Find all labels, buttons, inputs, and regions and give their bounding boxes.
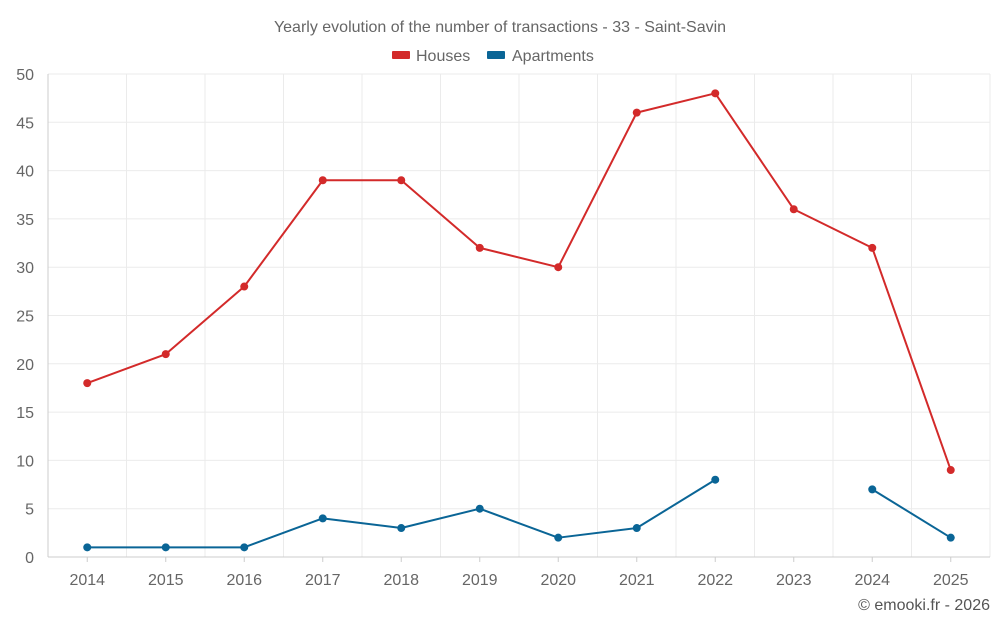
data-point-apartments-2019[interactable] [475, 504, 484, 513]
data-point-houses-2025[interactable] [946, 466, 955, 475]
data-point-houses-2014[interactable] [83, 379, 92, 388]
x-tick-label: 2015 [148, 572, 184, 589]
data-point-apartments-2024[interactable] [868, 485, 877, 494]
data-point-apartments-2017[interactable] [318, 514, 327, 523]
data-point-houses-2016[interactable] [240, 282, 249, 291]
y-tick-label: 10 [16, 453, 34, 470]
x-tick-label: 2022 [697, 572, 733, 589]
series-apartments [83, 475, 955, 552]
x-tick-label: 2020 [540, 572, 576, 589]
x-tick-label: 2025 [933, 572, 969, 589]
legend-label-apartments: Apartments [512, 48, 594, 65]
y-tick-label: 25 [16, 309, 34, 326]
series-houses [83, 89, 955, 475]
data-point-apartments-2022[interactable] [711, 475, 720, 484]
legend-swatch-houses [392, 51, 410, 59]
series [83, 89, 955, 552]
legend-item-apartments[interactable]: Apartments [487, 48, 594, 65]
x-tick-label: 2021 [619, 572, 655, 589]
y-tick-label: 30 [16, 260, 34, 277]
x-tick-label: 2016 [226, 572, 262, 589]
x-axis: 2014 2015 2016 2017 2018 2019 2020 2021 2022 2023… [48, 556, 990, 589]
y-tick-label: 20 [16, 357, 34, 374]
y-tick-label: 50 [16, 67, 34, 84]
data-point-apartments-2021[interactable] [632, 524, 641, 533]
data-point-houses-2018[interactable] [397, 176, 406, 185]
series-line-apartments [87, 478, 716, 549]
y-tick-label: 35 [16, 212, 34, 229]
data-point-apartments-2016[interactable] [240, 543, 249, 552]
data-point-houses-2019[interactable] [475, 243, 484, 252]
data-point-apartments-2015[interactable] [161, 543, 170, 552]
y-tick-label: 45 [16, 115, 34, 132]
credit-text: © emooki.fr - 2026 [858, 597, 990, 614]
x-tick-label: 2018 [383, 572, 419, 589]
data-point-apartments-2014[interactable] [83, 543, 92, 552]
x-tick-label: 2023 [776, 572, 812, 589]
data-point-houses-2015[interactable] [161, 350, 170, 359]
series-line-apartments [871, 488, 952, 539]
chart-title: Yearly evolution of the number of transa… [274, 19, 726, 36]
data-point-apartments-2025[interactable] [946, 533, 955, 542]
y-tick-label: 40 [16, 164, 34, 181]
y-tick-label: 15 [16, 405, 34, 422]
data-point-houses-2021[interactable] [632, 108, 641, 117]
data-point-apartments-2018[interactable] [397, 524, 406, 533]
data-point-apartments-2020[interactable] [554, 533, 563, 542]
legend-swatch-apartments [487, 51, 505, 59]
data-point-houses-2024[interactable] [868, 243, 877, 252]
y-tick-label: 5 [25, 502, 34, 519]
data-point-houses-2022[interactable] [711, 89, 720, 98]
data-point-houses-2020[interactable] [554, 263, 563, 272]
data-point-houses-2023[interactable] [789, 205, 798, 214]
legend-label-houses: Houses [416, 48, 470, 65]
legend-item-houses[interactable]: Houses [392, 48, 470, 65]
y-axis: 0 5 10 15 20 25 30 35 40 45 50 [16, 67, 49, 567]
x-tick-label: 2017 [305, 572, 341, 589]
data-point-houses-2017[interactable] [318, 176, 327, 185]
y-tick-label: 0 [25, 550, 34, 567]
x-tick-label: 2019 [462, 572, 498, 589]
series-line-houses [86, 92, 952, 471]
grid [47, 73, 991, 558]
legend: Houses Apartments [392, 48, 594, 65]
x-tick-label: 2024 [854, 572, 890, 589]
x-tick-label: 2014 [69, 572, 105, 589]
